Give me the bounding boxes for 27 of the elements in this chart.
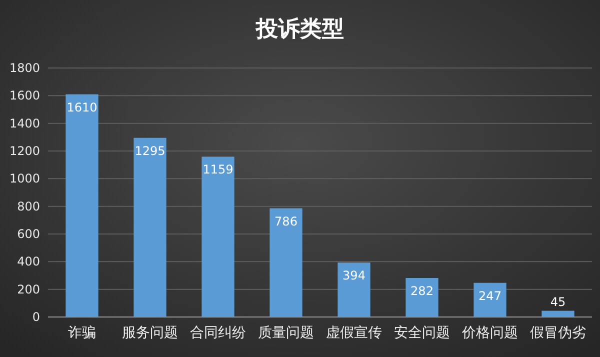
y-tick-label: 0 [32,310,40,324]
data-label: 45 [550,294,566,309]
y-tick-label: 1400 [9,116,40,130]
y-tick-label: 1800 [9,61,40,75]
x-tick-label: 合同纠纷 [190,325,246,341]
data-label: 282 [410,284,434,298]
data-label: 1159 [202,162,234,177]
y-tick-label: 800 [17,199,40,214]
y-tick-label: 400 [17,254,40,269]
data-label: 1610 [66,100,98,114]
data-label: 247 [478,288,502,303]
chart-title: 投诉类型 [255,16,344,42]
y-tick-label: 1000 [9,172,40,186]
data-label: 394 [342,268,366,282]
y-tick-label: 1200 [9,144,40,158]
y-tick-label: 600 [17,227,40,241]
x-tick-label: 质量问题 [258,325,314,341]
x-tick-label: 安全问题 [394,325,450,341]
y-tick-label: 1600 [9,88,40,103]
data-label: 786 [274,214,298,228]
x-tick-label: 假冒伪劣 [530,325,586,341]
x-tick-label: 价格问题 [461,325,518,341]
x-tick-label: 虚假宣传 [326,325,382,341]
y-tick-label: 200 [17,282,40,296]
x-tick-label: 服务问题 [122,325,178,341]
data-label: 1295 [134,144,166,158]
x-tick-label: 诈骗 [68,325,96,341]
